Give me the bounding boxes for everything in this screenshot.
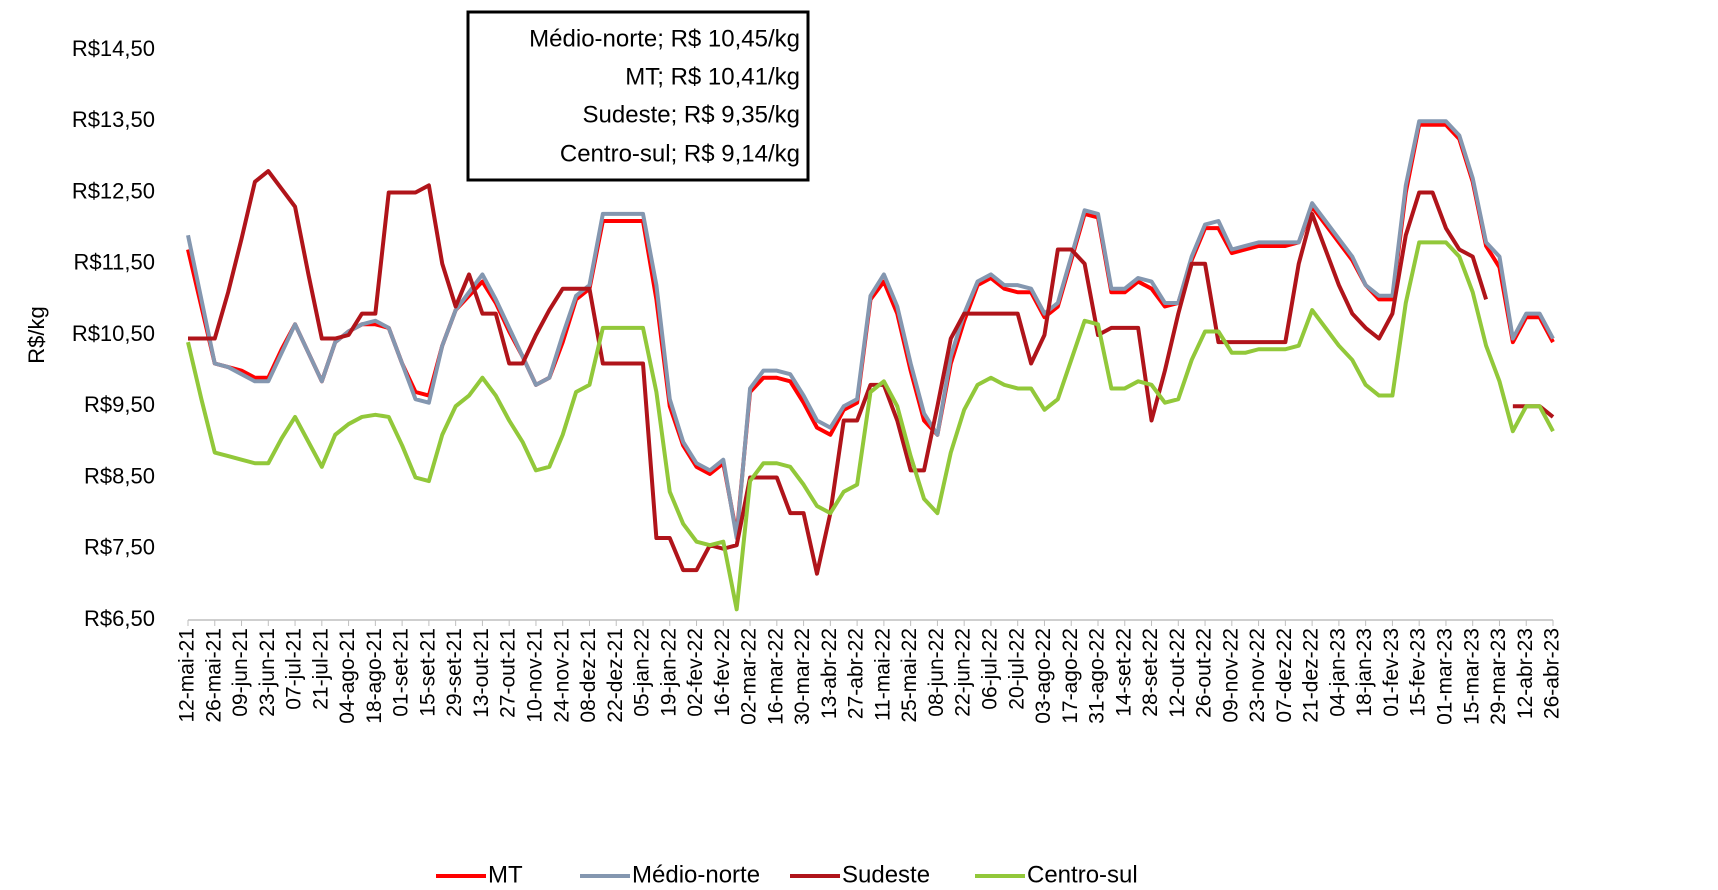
x-tick-label: 08-dez-21 [577, 628, 600, 723]
x-tick-label: 23-nov-22 [1246, 628, 1269, 723]
x-tick-label: 30-mar-22 [791, 628, 814, 725]
x-tick-label: 17-ago-22 [1059, 628, 1082, 724]
x-tick-label: 02-fev-22 [684, 628, 707, 717]
x-tick-label: 15-set-21 [416, 628, 439, 717]
y-tick-label: R$7,50 [84, 535, 155, 560]
annotation: Médio-norte; R$ 10,45/kg [529, 25, 800, 52]
x-tick-label: 26-mai-21 [202, 628, 225, 723]
x-tick-label: 12-out-22 [1166, 628, 1189, 718]
annotation: Centro-sul; R$ 9,14/kg [560, 140, 800, 167]
series-line [186, 240, 1555, 612]
x-tick-label: 07-jul-21 [283, 628, 306, 710]
x-tick-label: 25-mai-22 [898, 628, 921, 723]
x-tick-label: 26-out-22 [1193, 628, 1216, 718]
x-tick-label: 01-set-21 [390, 628, 413, 717]
x-tick-label: 13-abr-22 [818, 628, 841, 719]
x-tick-label: 14-set-22 [1112, 628, 1135, 717]
annotation: Sudeste; R$ 9,35/kg [583, 101, 800, 128]
x-tick-label: 04-jan-23 [1326, 628, 1349, 717]
x-tick-label: 29-mar-23 [1487, 628, 1510, 725]
x-tick-label: 27-out-21 [497, 628, 520, 718]
x-tick-label: 03-ago-22 [1032, 628, 1055, 724]
x-tick-label: 05-jan-22 [631, 628, 654, 717]
x-tick-label: 27-abr-22 [845, 628, 868, 719]
x-tick-label: 11-mai-22 [871, 628, 894, 721]
y-tick-label: R$12,50 [72, 178, 155, 203]
x-tick-label: 04-ago-21 [336, 628, 359, 724]
y-tick-label: R$6,50 [84, 606, 155, 631]
x-tick-label: 06-jul-22 [978, 628, 1001, 710]
x-tick-label: 13-out-21 [470, 628, 493, 718]
x-tick-label: 15-mar-23 [1460, 628, 1483, 725]
x-tick-label: 18-ago-21 [363, 628, 386, 724]
legend-label: MT [488, 861, 523, 888]
y-tick-label: R$9,50 [84, 392, 155, 417]
x-tick-label: 23-jun-21 [256, 628, 279, 717]
x-tick-label: 02-mar-22 [738, 628, 761, 725]
x-tick-label: 12-mai-21 [176, 628, 199, 723]
x-tick-label: 10-nov-21 [523, 628, 546, 723]
x-tick-label: 15-fev-23 [1407, 628, 1430, 717]
x-tick-label: 01-fev-23 [1380, 628, 1403, 717]
x-tick-label: 19-jan-22 [657, 628, 680, 717]
x-tick-label: 12-abr-23 [1514, 628, 1537, 719]
x-tick-label: 22-dez-21 [604, 628, 627, 723]
series-line [188, 169, 1555, 576]
x-tick-label: 08-jun-22 [925, 628, 948, 717]
y-tick-label: R$13,50 [72, 107, 155, 132]
x-tick-label: 20-jul-22 [1005, 628, 1028, 710]
x-tick-label: 01-mar-23 [1433, 628, 1456, 725]
y-tick-label: R$11,50 [73, 250, 155, 275]
annotation-box [466, 10, 810, 182]
y-tick-label: R$14,50 [72, 36, 155, 61]
x-tick-label: 16-mar-22 [764, 628, 787, 725]
legend-label: Centro-sul [1027, 861, 1138, 888]
x-tick-label: 18-jan-23 [1353, 628, 1376, 717]
x-tick-label: 07-dez-22 [1273, 628, 1296, 723]
series-line [186, 122, 1555, 537]
x-tick-label: 29-set-21 [443, 628, 466, 717]
x-tick-label: 09-jun-21 [229, 628, 252, 717]
series-line [186, 119, 1555, 541]
x-tick-label: 24-nov-21 [550, 628, 573, 723]
x-tick-label: 31-ago-22 [1086, 628, 1109, 724]
x-tick-label: 22-jun-22 [952, 628, 975, 717]
y-axis-label: R$/kg [24, 306, 49, 363]
x-tick-label: 16-fev-22 [711, 628, 734, 717]
x-tick-label: 26-abr-23 [1541, 628, 1564, 719]
annotation: MT; R$ 10,41/kg [625, 63, 800, 90]
x-tick-label: 09-nov-22 [1219, 628, 1242, 723]
x-tick-label: 28-set-22 [1139, 628, 1162, 717]
legend-label: Sudeste [842, 861, 930, 888]
y-tick-label: R$10,50 [72, 321, 155, 346]
legend-label: Médio-norte [632, 861, 760, 888]
y-tick-label: R$8,50 [84, 463, 155, 488]
x-tick-label: 21-dez-22 [1300, 628, 1323, 723]
x-tick-label: 21-jul-21 [309, 628, 332, 710]
